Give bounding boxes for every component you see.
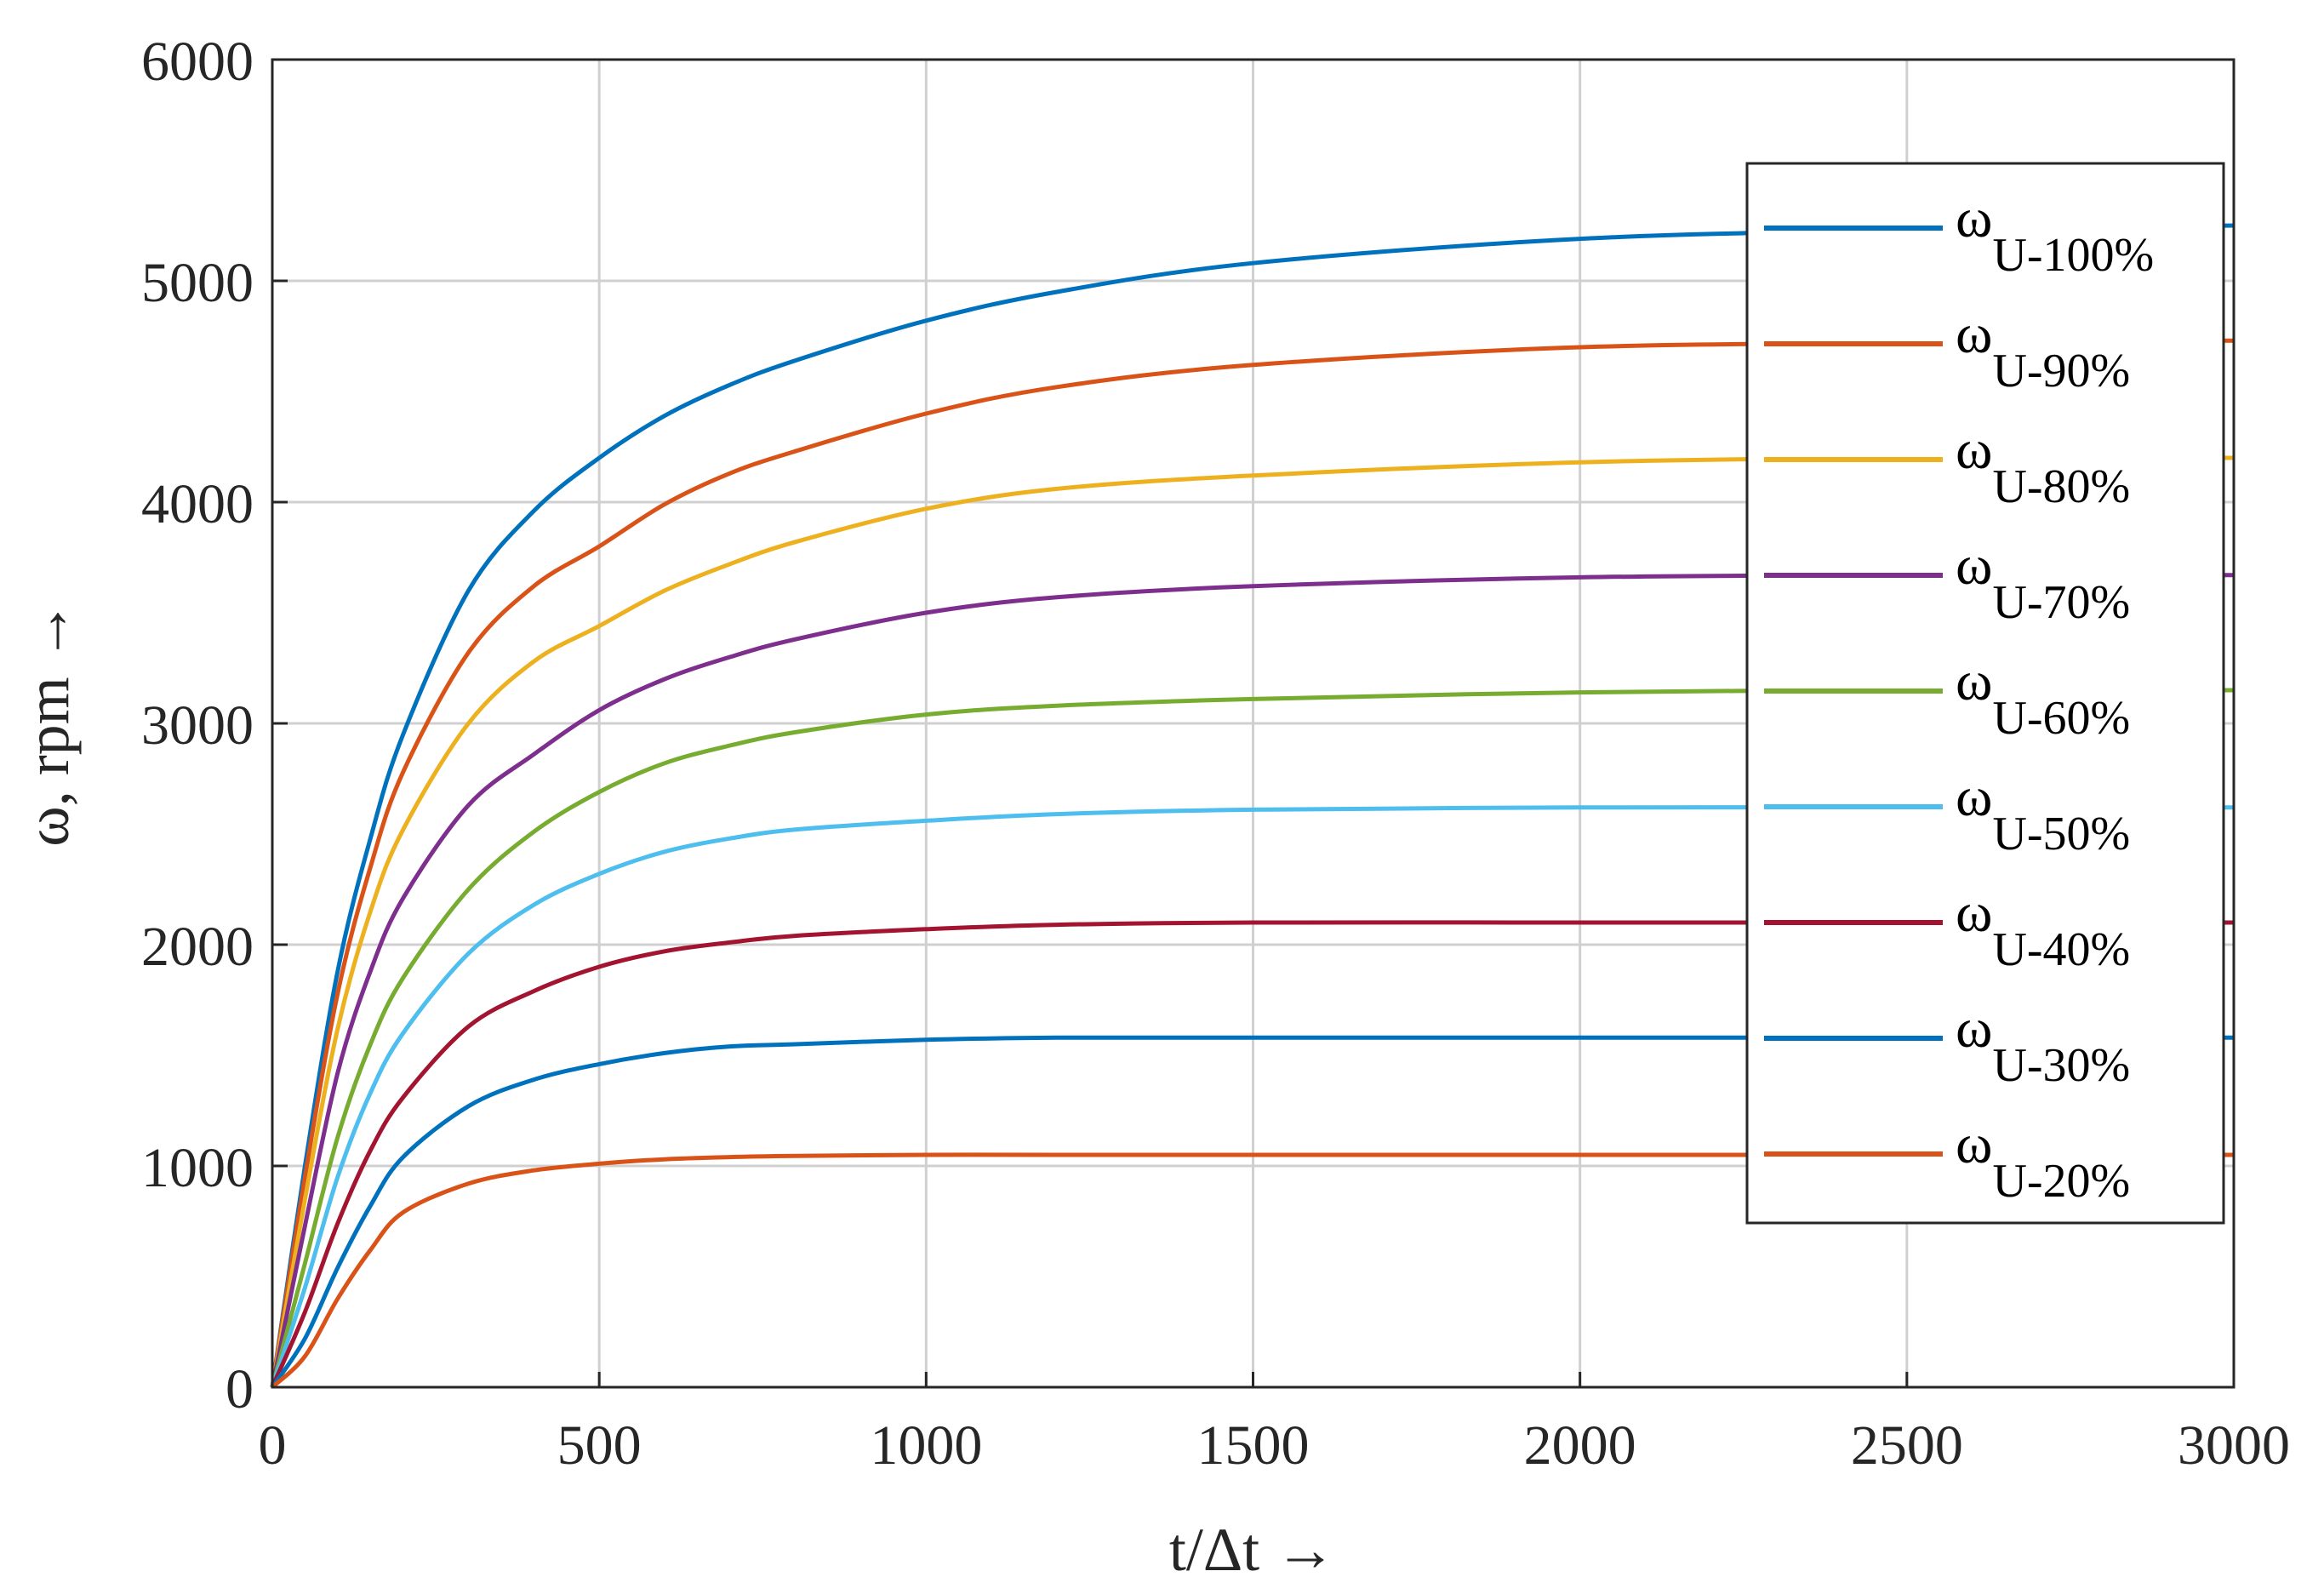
series-line-u-70pct bbox=[270, 573, 2235, 1388]
series-line-u-50pct bbox=[270, 805, 2235, 1388]
legend-label: ωU-20% bbox=[1956, 1113, 2130, 1208]
x-tick-label: 1000 bbox=[870, 1414, 982, 1477]
series-line-u-90pct bbox=[270, 338, 2235, 1388]
legend-label: ωU-50% bbox=[1956, 766, 2130, 860]
series-line-u-40pct bbox=[270, 920, 2234, 1388]
x-tick-labels: 0 500 1000 1500 2000 2500 3000 bbox=[259, 1372, 2290, 1477]
legend: ωU-100% ωU-90% ωU-80% ωU-70% ωU-60% ωU-50% ωU-… bbox=[1745, 162, 2225, 1225]
legend-entry: ωU-50% bbox=[1764, 766, 2130, 860]
legend-entry: ωU-90% bbox=[1764, 303, 2130, 397]
series-line-u-100pct bbox=[270, 223, 2235, 1388]
legend-entry: ωU-20% bbox=[1764, 1113, 2130, 1208]
x-tick-label: 500 bbox=[557, 1414, 642, 1477]
legend-entry: ωU-70% bbox=[1764, 534, 2130, 629]
y-axis-label: ω, rpm → bbox=[14, 600, 82, 846]
x-tick-label: 2000 bbox=[1524, 1414, 1636, 1477]
legend-label: ωU-80% bbox=[1956, 419, 2130, 513]
legend-label: ωU-70% bbox=[1956, 534, 2130, 629]
legend-entry: ωU-30% bbox=[1764, 997, 2130, 1092]
y-tick-label: 0 bbox=[226, 1358, 254, 1420]
legend-entry: ωU-40% bbox=[1764, 882, 2130, 976]
y-tick-label: 1000 bbox=[141, 1137, 254, 1199]
series-line-u-80pct bbox=[270, 455, 2235, 1388]
series-line-u-60pct bbox=[270, 688, 2235, 1388]
legend-label: ωU-90% bbox=[1956, 303, 2130, 397]
legend-label: ωU-40% bbox=[1956, 882, 2130, 976]
x-tick-label: 0 bbox=[259, 1414, 287, 1477]
legend-label: ωU-100% bbox=[1956, 187, 2154, 282]
y-tick-labels: 0 1000 2000 3000 4000 5000 6000 bbox=[141, 31, 288, 1420]
x-tick-label: 3000 bbox=[2178, 1414, 2290, 1477]
y-tick-label: 4000 bbox=[141, 473, 254, 535]
legend-entry: ωU-100% bbox=[1764, 187, 2154, 282]
series-layer bbox=[270, 223, 2235, 1389]
legend-label: ωU-60% bbox=[1956, 650, 2130, 745]
y-tick-label: 2000 bbox=[141, 916, 254, 978]
x-axis-label: t/Δt → bbox=[1169, 1516, 1336, 1584]
legend-label: ωU-30% bbox=[1956, 997, 2130, 1092]
x-tick-label: 2500 bbox=[1851, 1414, 1963, 1477]
x-tick-label: 1500 bbox=[1197, 1414, 1310, 1477]
legend-entry: ωU-80% bbox=[1764, 419, 2130, 513]
series-line-u-20pct bbox=[271, 1152, 2234, 1389]
y-tick-label: 6000 bbox=[141, 31, 254, 93]
y-tick-label: 3000 bbox=[141, 694, 254, 757]
series-line-u-30pct bbox=[270, 1035, 2234, 1389]
legend-entry: ωU-60% bbox=[1764, 650, 2130, 745]
y-tick-label: 5000 bbox=[141, 252, 254, 314]
